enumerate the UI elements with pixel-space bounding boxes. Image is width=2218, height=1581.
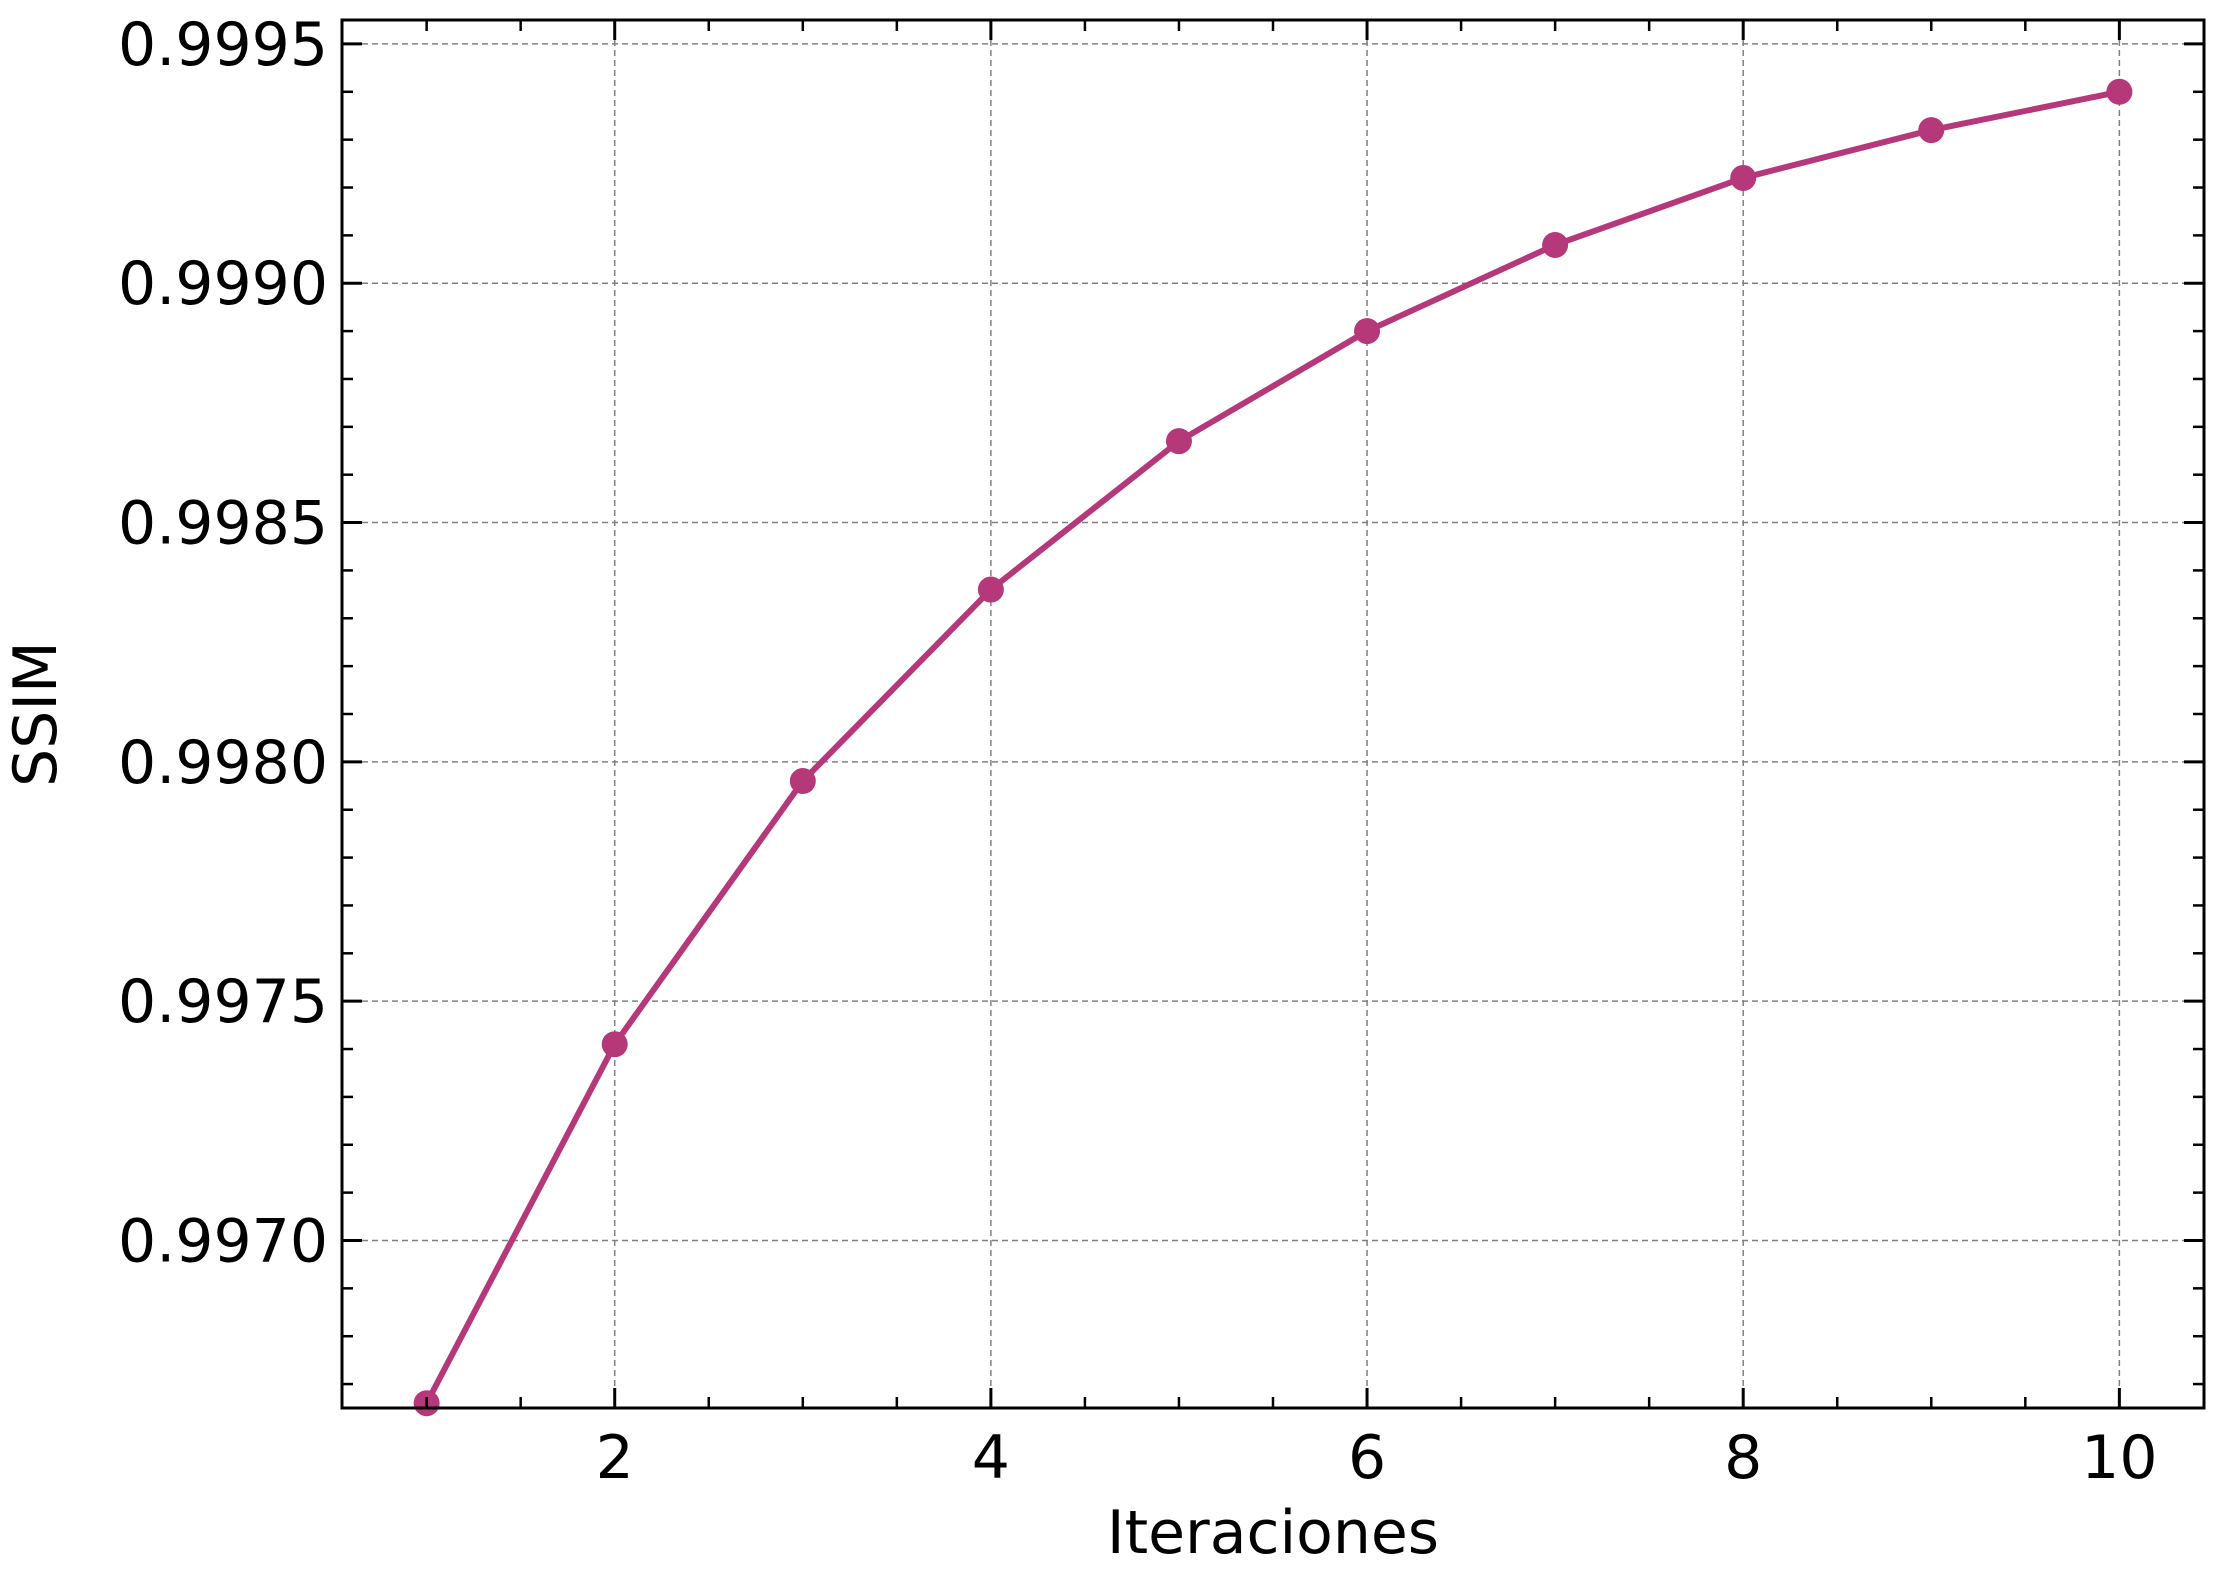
x-axis-label: Iteraciones xyxy=(1107,1498,1439,1568)
y-tick-label: 0.9970 xyxy=(118,1206,328,1276)
y-tick-label: 0.9990 xyxy=(118,249,328,319)
x-tick-label: 6 xyxy=(1348,1423,1386,1493)
data-point xyxy=(1918,117,1945,144)
y-tick-label: 0.9985 xyxy=(118,489,328,559)
y-tick-label: 0.9995 xyxy=(118,10,328,80)
data-point xyxy=(977,576,1004,603)
series-line xyxy=(423,88,2123,1407)
series-layer xyxy=(413,78,2133,1417)
data-point xyxy=(1542,231,1569,258)
y-tick-label: 0.9980 xyxy=(118,728,328,798)
grid-lines xyxy=(342,20,2204,1408)
x-tick-label: 4 xyxy=(972,1423,1010,1493)
axis-ticks xyxy=(342,20,2204,1408)
x-tick-label: 10 xyxy=(2081,1423,2157,1493)
y-axis-label: SSIM xyxy=(1,641,71,787)
data-point xyxy=(2106,78,2133,105)
y-tick-label: 0.9975 xyxy=(118,967,328,1037)
x-tick-label: 8 xyxy=(1724,1423,1762,1493)
x-tick-label: 2 xyxy=(596,1423,634,1493)
data-point xyxy=(789,768,816,795)
data-point xyxy=(1354,318,1381,345)
tick-labels: 2 4 6 8 10 0.9970 0.9975 0.9980 0.9985 0.9990 0.99… xyxy=(118,10,2157,1493)
plot-frame xyxy=(340,18,2206,1410)
data-point xyxy=(601,1031,628,1058)
data-point xyxy=(1730,164,1757,191)
data-point xyxy=(1165,428,1192,455)
